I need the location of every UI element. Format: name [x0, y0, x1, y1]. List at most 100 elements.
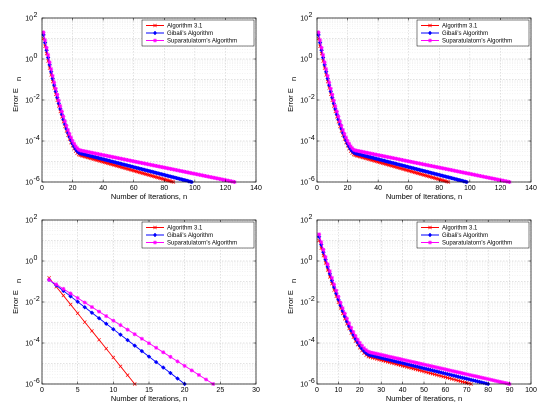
y-axis-label-text: Error E: [286, 290, 295, 314]
y-tick-exponent: 0: [34, 255, 38, 262]
data-point: [484, 376, 489, 381]
data-point: [449, 377, 454, 381]
data-point: [454, 378, 458, 382]
data-point: [353, 333, 358, 338]
data-point: [460, 379, 465, 384]
data-point: [118, 323, 123, 328]
data-point: [317, 232, 322, 237]
data-point: [351, 147, 356, 152]
data-point: [326, 82, 332, 88]
data-point: [55, 92, 60, 97]
legend-entry: Gibali's Algorithm: [167, 31, 213, 37]
data-point: [47, 277, 52, 282]
y-tick-exponent: -6: [34, 176, 40, 183]
y-tick-exponent: -4: [34, 337, 40, 344]
data-point: [61, 293, 66, 298]
data-point: [139, 336, 144, 341]
data-point: [499, 380, 504, 385]
data-point: [342, 311, 347, 316]
data-point: [96, 315, 102, 321]
data-point: [321, 53, 326, 58]
data-point: [456, 378, 461, 383]
data-point: [68, 302, 73, 307]
data-point: [325, 262, 330, 267]
data-point: [333, 104, 338, 109]
data-point: [413, 360, 418, 365]
data-point: [321, 247, 326, 252]
data-point: [328, 86, 333, 91]
data-point: [340, 127, 345, 132]
data-point: [82, 304, 88, 310]
x-tick-label: 20: [356, 387, 364, 394]
data-point: [45, 55, 51, 60]
x-tick-label: 20: [344, 185, 352, 192]
data-point: [189, 368, 194, 373]
data-point: [139, 348, 145, 354]
x-axis-label: Number of Iterations, n: [386, 394, 462, 403]
data-point: [336, 294, 341, 299]
data-point: [153, 225, 157, 230]
y-axis-label-text: Error E: [286, 88, 295, 112]
data-point: [471, 373, 476, 378]
data-point: [430, 371, 435, 376]
data-point: [462, 380, 467, 385]
data-point: [357, 340, 362, 345]
data-point: [490, 378, 495, 383]
data-point: [456, 370, 461, 375]
y-tick-label: 10: [300, 259, 308, 266]
y-tick-label: 10: [25, 16, 33, 23]
data-point: [351, 329, 356, 334]
data-point: [334, 109, 339, 114]
y-tick-exponent: 2: [34, 214, 38, 221]
data-point: [417, 361, 422, 366]
data-point: [58, 106, 63, 112]
data-point: [407, 365, 411, 370]
data-point: [447, 376, 452, 381]
data-point: [443, 367, 448, 372]
data-point: [152, 232, 158, 238]
data-point: [389, 355, 394, 360]
x-tick-label: 100: [189, 185, 201, 192]
grid: [316, 219, 532, 385]
data-point: [368, 350, 373, 355]
y-tick-label: 10: [300, 139, 308, 146]
data-point: [428, 371, 433, 376]
data-point: [374, 351, 379, 356]
x-tick-label: 140: [250, 185, 262, 192]
data-point: [424, 363, 429, 368]
data-point: [355, 337, 360, 342]
data-point: [422, 362, 426, 367]
data-point: [61, 286, 66, 291]
data-point: [68, 294, 73, 299]
data-point: [70, 138, 75, 143]
data-point: [437, 373, 441, 378]
data-point: [387, 354, 392, 359]
x-tick-label: 20: [69, 185, 77, 192]
y-axis-label: Error E n: [11, 77, 23, 112]
data-point: [336, 114, 341, 119]
y-tick-label: 10: [25, 180, 33, 187]
y-tick-label: 10: [25, 382, 33, 389]
data-point: [344, 316, 349, 321]
data-point: [153, 23, 157, 28]
data-point: [76, 147, 81, 152]
data-point: [432, 364, 437, 369]
data-point: [441, 366, 446, 371]
data-point: [428, 23, 432, 28]
y-tick-label: 10: [300, 98, 308, 105]
data-point: [340, 306, 345, 311]
data-point: [348, 144, 353, 149]
data-point: [415, 367, 420, 372]
y-tick-exponent: 0: [309, 255, 313, 262]
data-point: [327, 269, 332, 274]
y-tick-label: 10: [300, 341, 308, 348]
data-point: [427, 30, 433, 36]
data-point: [125, 337, 130, 343]
data-point: [460, 371, 465, 376]
data-point: [400, 357, 405, 362]
